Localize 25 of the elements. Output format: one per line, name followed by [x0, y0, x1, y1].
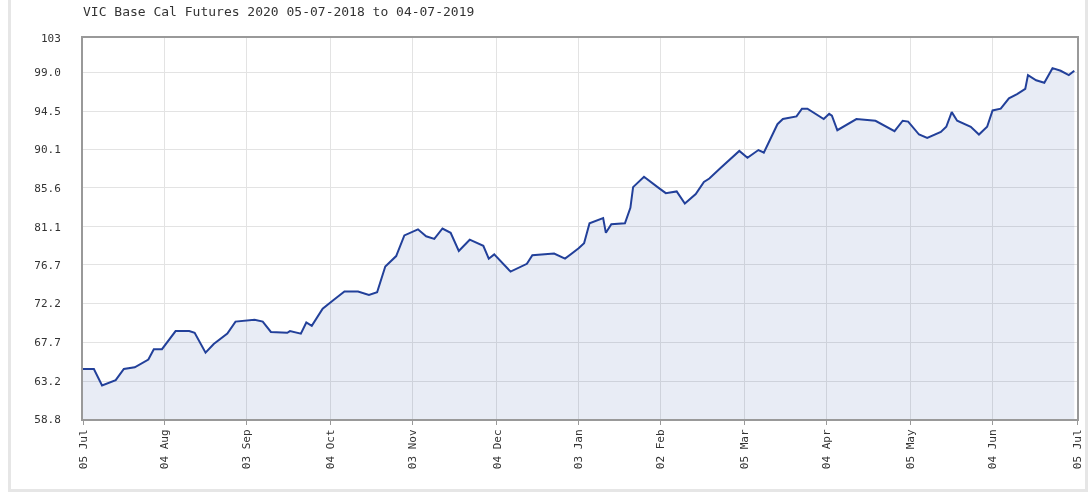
y-tick-label: 76.7: [34, 258, 61, 272]
y-tick-label: 85.6: [34, 181, 61, 195]
x-tick-label: 04 Aug: [158, 429, 172, 470]
x-tick-label: 04 Jun: [986, 429, 1000, 470]
x-tick-label: 04 Apr: [820, 429, 834, 470]
x-tick-label: 05 May: [904, 429, 918, 470]
y-tick-label: 58.8: [34, 412, 61, 426]
y-tick-label: 72.2: [34, 297, 61, 311]
y-tick-label: 81.1: [34, 220, 61, 234]
y-tick-label: 90.1: [34, 143, 61, 157]
x-tick-label: 05 Mar: [738, 429, 752, 470]
y-tick-label: 63.2: [34, 374, 61, 388]
x-tick-label: 03 Nov: [406, 429, 420, 470]
x-tick-label: 04 Oct: [324, 429, 338, 470]
y-tick-label: 67.7: [34, 336, 61, 350]
y-tick-label: 103: [40, 31, 61, 45]
chart-title: VIC Base Cal Futures 2020 05-07-2018 to 04-07-2019: [83, 4, 475, 20]
x-tick-label: 03 Jan: [572, 429, 586, 470]
y-tick-label: 99.0: [34, 66, 61, 80]
x-tick-label: 04 Dec: [490, 429, 504, 470]
x-tick-label: 05 Jul: [76, 429, 90, 470]
x-tick-label: 05 Jul: [1070, 429, 1084, 470]
x-tick-label: 02 Feb: [653, 429, 667, 470]
y-tick-label: 94.5: [34, 105, 61, 119]
x-tick-label: 03 Sep: [239, 429, 253, 470]
